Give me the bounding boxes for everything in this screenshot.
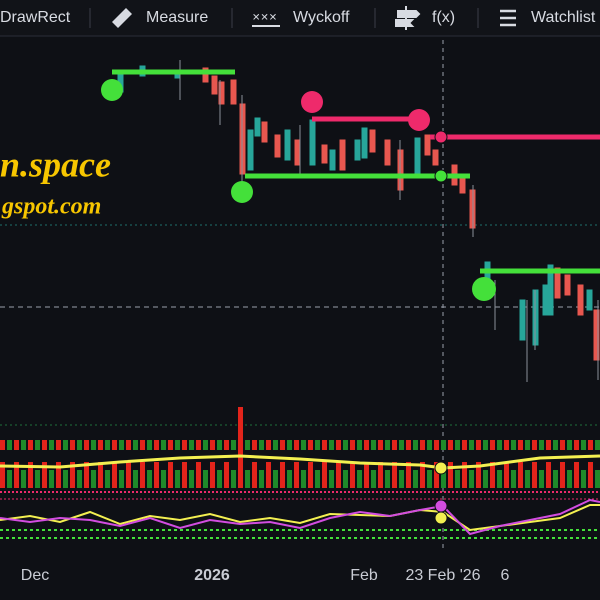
pivot-dot: [434, 169, 448, 183]
crosshair-dot: [434, 511, 448, 525]
crosshair-label-bg: [388, 562, 500, 590]
candle-body: [586, 289, 593, 311]
toolbar: DrawRect Measure ✕✕✕ Wyckoff f(x) Watchl…: [0, 0, 600, 37]
watermark-line: n.space: [0, 144, 111, 184]
x-axis-label: 6: [501, 567, 510, 584]
shape: [179, 60, 599, 382]
fx-icon: [395, 6, 421, 30]
pivot-dot: [408, 109, 430, 131]
candle-body: [519, 299, 526, 341]
tool-wyckoff[interactable]: Wyckoff: [293, 9, 350, 26]
x-axis-label: Dec: [21, 567, 49, 584]
pivot-dot: [231, 181, 253, 203]
candle-body: [309, 119, 316, 166]
crosshair-label: 23 Feb '26: [405, 567, 480, 584]
candle-body: [361, 127, 368, 159]
wyckoff-icon: ✕✕✕: [252, 13, 277, 24]
pivot-dot: [301, 91, 323, 113]
watermark-line: gspot.com: [1, 194, 101, 220]
candle-body: [593, 309, 600, 361]
candle-body: [211, 75, 218, 95]
watermark-bg: [0, 140, 155, 220]
candle-body: [424, 134, 431, 156]
candle-body: [384, 139, 391, 166]
candle-body: [432, 149, 439, 166]
tool-watchlist[interactable]: Watchlist: [531, 9, 596, 26]
candle-body: [414, 137, 421, 174]
candle-body: [274, 134, 281, 158]
candle-body: [339, 139, 346, 171]
pivot-dot: [101, 79, 123, 101]
candle-body: [230, 79, 237, 105]
candle-body: [321, 144, 328, 164]
candle-body: [329, 149, 336, 171]
tool-drawrect[interactable]: DrawRect: [0, 9, 71, 26]
x-axis-label: Feb: [350, 567, 378, 584]
candle-body: [554, 267, 561, 299]
candles: [117, 60, 600, 382]
candle-body: [354, 139, 361, 161]
candle-body: [202, 67, 209, 83]
candle-body: [547, 264, 554, 316]
shape: [117, 65, 593, 346]
candle-body: [542, 284, 549, 316]
osc-line: [0, 498, 600, 536]
volume-spike: [238, 407, 243, 488]
candle-body: [284, 129, 291, 161]
candle-body: [261, 121, 268, 143]
candle-body: [577, 284, 584, 316]
candle-body: [254, 117, 261, 137]
x-axis-label: 2026: [194, 567, 230, 584]
pivot-dot: [472, 277, 496, 301]
tool-fx[interactable]: f(x): [432, 9, 455, 26]
candle-body: [294, 139, 301, 166]
candle-body: [218, 81, 225, 105]
volume-average: [0, 454, 600, 470]
candle-body: [369, 129, 376, 153]
candle-body: [564, 274, 571, 296]
crosshair-dot: [434, 461, 448, 475]
tool-measure[interactable]: Measure: [146, 9, 208, 26]
watchlist-icon: [500, 9, 516, 27]
crosshair-dot: [434, 499, 448, 513]
candle-body: [247, 129, 254, 171]
pivot-dot: [434, 130, 448, 144]
ruler-icon: [112, 8, 132, 28]
